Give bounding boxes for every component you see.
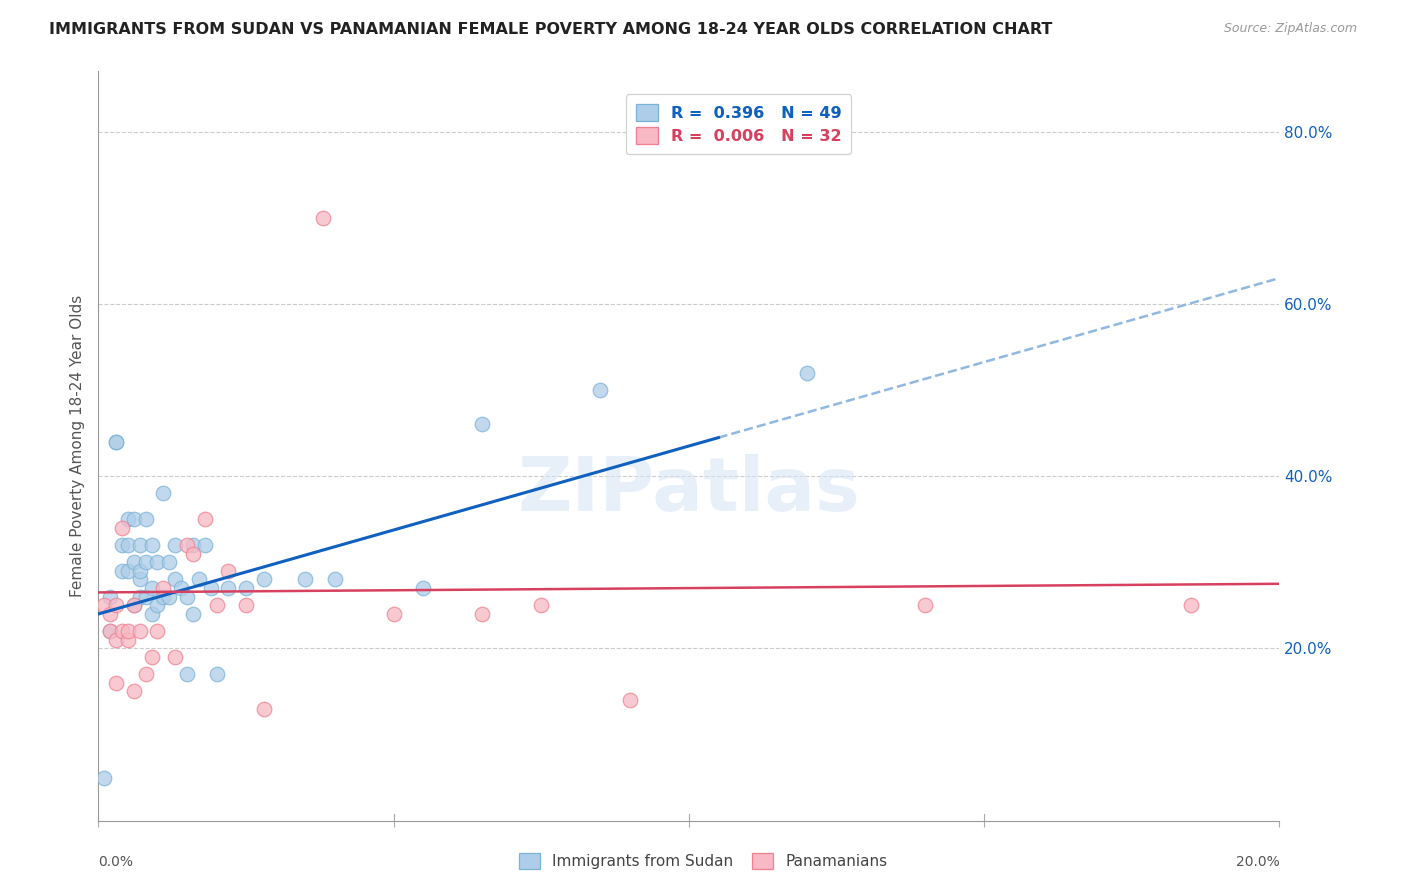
Point — [205, 667, 228, 681]
Point — [122, 512, 145, 526]
Point — [111, 538, 134, 552]
Point — [141, 538, 163, 552]
Point — [471, 607, 494, 621]
Point — [111, 564, 134, 578]
Point — [471, 417, 494, 432]
Point — [181, 538, 204, 552]
Point — [165, 650, 187, 665]
Point — [117, 564, 139, 578]
Point — [530, 599, 553, 613]
Point — [135, 590, 157, 604]
Point — [235, 581, 257, 595]
Point — [152, 581, 174, 595]
Point — [253, 573, 276, 587]
Point — [128, 538, 150, 552]
Point — [122, 555, 145, 569]
Text: 0.0%: 0.0% — [98, 855, 134, 869]
Point — [205, 599, 228, 613]
Point — [176, 667, 198, 681]
Point — [105, 434, 128, 449]
Point — [323, 573, 346, 587]
Point — [194, 538, 217, 552]
Point — [165, 538, 187, 552]
Point — [382, 607, 405, 621]
Point — [170, 581, 193, 595]
Point — [181, 547, 204, 561]
Point — [105, 434, 128, 449]
Point — [157, 590, 180, 604]
Point — [914, 599, 936, 613]
Point — [135, 512, 157, 526]
Point — [1180, 599, 1202, 613]
Legend: Immigrants from Sudan, Panamanians: Immigrants from Sudan, Panamanians — [512, 847, 894, 875]
Point — [235, 599, 257, 613]
Point — [187, 573, 209, 587]
Point — [165, 573, 187, 587]
Point — [105, 632, 128, 647]
Point — [93, 771, 115, 785]
Point — [135, 667, 157, 681]
Point — [412, 581, 434, 595]
Text: IMMIGRANTS FROM SUDAN VS PANAMANIAN FEMALE POVERTY AMONG 18-24 YEAR OLDS CORRELA: IMMIGRANTS FROM SUDAN VS PANAMANIAN FEMA… — [49, 22, 1053, 37]
Point — [105, 599, 128, 613]
Point — [117, 632, 139, 647]
Point — [200, 581, 222, 595]
Point — [141, 607, 163, 621]
Point — [111, 624, 134, 639]
Point — [98, 624, 121, 639]
Point — [117, 624, 139, 639]
Point — [181, 607, 204, 621]
Point — [619, 693, 641, 707]
Point — [217, 564, 239, 578]
Point — [152, 486, 174, 500]
Legend: R =  0.396   N = 49, R =  0.006   N = 32: R = 0.396 N = 49, R = 0.006 N = 32 — [626, 95, 851, 154]
Point — [128, 624, 150, 639]
Point — [152, 590, 174, 604]
Point — [128, 573, 150, 587]
Point — [141, 650, 163, 665]
Point — [122, 684, 145, 698]
Point — [93, 599, 115, 613]
Point — [253, 701, 276, 715]
Point — [135, 555, 157, 569]
Point — [217, 581, 239, 595]
Text: Source: ZipAtlas.com: Source: ZipAtlas.com — [1223, 22, 1357, 36]
Point — [157, 555, 180, 569]
Point — [122, 599, 145, 613]
Point — [128, 590, 150, 604]
Point — [176, 590, 198, 604]
Y-axis label: Female Poverty Among 18-24 Year Olds: Female Poverty Among 18-24 Year Olds — [69, 295, 84, 597]
Point — [98, 624, 121, 639]
Point — [194, 512, 217, 526]
Point — [117, 512, 139, 526]
Point — [122, 599, 145, 613]
Point — [141, 581, 163, 595]
Point — [146, 599, 169, 613]
Text: ZIPatlas: ZIPatlas — [517, 454, 860, 527]
Point — [312, 211, 335, 225]
Point — [176, 538, 198, 552]
Point — [294, 573, 316, 587]
Point — [146, 555, 169, 569]
Point — [98, 607, 121, 621]
Point — [117, 538, 139, 552]
Point — [796, 366, 818, 380]
Point — [589, 383, 612, 397]
Point — [146, 624, 169, 639]
Point — [128, 564, 150, 578]
Point — [98, 590, 121, 604]
Point — [111, 521, 134, 535]
Text: 20.0%: 20.0% — [1236, 855, 1279, 869]
Point — [105, 676, 128, 690]
